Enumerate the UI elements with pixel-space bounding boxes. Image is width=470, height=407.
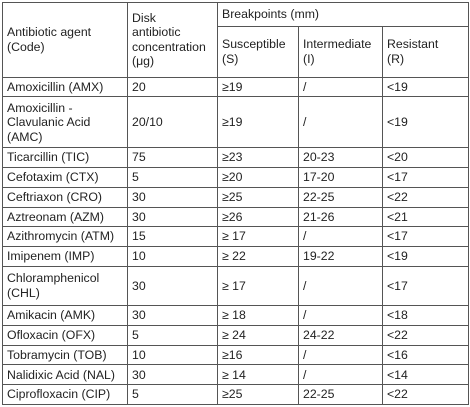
- cell-susceptible: ≥ 17: [217, 226, 299, 247]
- cell-resistant: <18: [382, 305, 469, 326]
- cell-intermediate: /: [298, 364, 383, 386]
- cell-agent: Ticarcillin (TIC): [2, 147, 128, 169]
- header-antibiotic-agent: Antibiotic agent (Code): [2, 2, 128, 78]
- cell-disk: 30: [127, 364, 218, 386]
- table-row: Ciprofloxacin (CIP) 5 ≥25 22-25 <22: [2, 384, 469, 405]
- cell-susceptible: ≥26: [217, 206, 299, 228]
- cell-resistant: <14: [382, 364, 469, 386]
- cell-disk: 30: [127, 265, 218, 307]
- cell-disk: 10: [127, 344, 218, 366]
- cell-disk: 15: [127, 226, 218, 247]
- table-row: Amoxicillin - Clavulanic Acid (AMC) 20/1…: [2, 96, 469, 149]
- table-row: Cefotaxim (CTX) 5 ≥20 17-20 <17: [2, 167, 469, 188]
- header-susceptible: Susceptible (S): [217, 26, 299, 78]
- cell-intermediate: /: [298, 344, 383, 366]
- cell-resistant: <22: [382, 384, 469, 405]
- table-row: Nalidixic Acid (NAL) 30 ≥ 14 / <14: [2, 364, 469, 386]
- header-intermediate: Intermediate (I): [298, 26, 383, 78]
- cell-resistant: <22: [382, 324, 469, 346]
- cell-susceptible: ≥ 24: [217, 324, 299, 346]
- header-breakpoints: Breakpoints (mm): [217, 1, 469, 28]
- cell-susceptible: ≥ 17: [217, 265, 299, 307]
- cell-intermediate: 21-26: [298, 206, 383, 228]
- cell-agent: Amoxicillin (AMX): [2, 76, 128, 98]
- cell-agent: Chloramphenicol (CHL): [2, 265, 128, 307]
- cell-agent: Amikacin (AMK): [2, 305, 128, 326]
- cell-resistant: <19: [382, 76, 469, 98]
- table-row: Amikacin (AMK) 30 ≥ 18 / <18: [2, 305, 469, 326]
- cell-resistant: <17: [382, 226, 469, 247]
- table-row: Ceftriaxon (CRO) 30 ≥25 22-25 <22: [2, 186, 469, 208]
- cell-agent: Aztreonam (AZM): [2, 206, 128, 228]
- cell-resistant: <19: [382, 245, 469, 267]
- cell-susceptible: ≥ 14: [217, 364, 299, 386]
- table-row: Amoxicillin (AMX) 20 ≥19 / <19: [2, 76, 469, 98]
- cell-disk: 30: [127, 206, 218, 228]
- cell-disk: 10: [127, 245, 218, 267]
- cell-disk: 20/10: [127, 96, 218, 149]
- cell-disk: 5: [127, 384, 218, 405]
- cell-disk: 20: [127, 76, 218, 98]
- table-row: Imipenem (IMP) 10 ≥ 22 19-22 <19: [2, 245, 469, 267]
- cell-resistant: <16: [382, 344, 469, 366]
- table-row: Chloramphenicol (CHL) 30 ≥ 17 / <17: [2, 265, 469, 307]
- cell-susceptible: ≥16: [217, 344, 299, 366]
- header-row-1: Antibiotic agent (Code) Disk antibiotic …: [2, 1, 469, 78]
- cell-disk: 75: [127, 147, 218, 169]
- cell-agent: Ofloxacin (OFX): [2, 324, 128, 346]
- cell-agent: Amoxicillin - Clavulanic Acid (AMC): [2, 96, 128, 149]
- cell-susceptible: ≥23: [217, 147, 299, 169]
- cell-disk: 30: [127, 305, 218, 326]
- cell-intermediate: 22-25: [298, 384, 383, 405]
- cell-susceptible: ≥25: [217, 384, 299, 405]
- table-row: Tobramycin (TOB) 10 ≥16 / <16: [2, 344, 469, 366]
- header-row-2: Susceptible (S) Intermediate (I) Resista…: [3, 26, 469, 78]
- header-disk-concentration: Disk antibiotic concentration (μg): [127, 2, 218, 78]
- cell-agent: Azithromycin (ATM): [2, 226, 128, 247]
- cell-susceptible: ≥ 22: [217, 245, 299, 267]
- cell-susceptible: ≥19: [217, 96, 299, 149]
- cell-susceptible: ≥25: [217, 186, 299, 208]
- cell-disk: 30: [127, 186, 218, 208]
- cell-susceptible: ≥20: [217, 167, 299, 188]
- cell-intermediate: /: [298, 305, 383, 326]
- cell-intermediate: 17-20: [298, 167, 383, 188]
- cell-resistant: <20: [382, 147, 469, 169]
- cell-disk: 5: [127, 324, 218, 346]
- table-row: Aztreonam (AZM) 30 ≥26 21-26 <21: [2, 206, 469, 228]
- cell-susceptible: ≥ 18: [217, 305, 299, 326]
- table-row: Azithromycin (ATM) 15 ≥ 17 / <17: [2, 226, 469, 247]
- cell-agent: Nalidixic Acid (NAL): [2, 364, 128, 386]
- cell-intermediate: /: [298, 226, 383, 247]
- cell-intermediate: 19-22: [298, 245, 383, 267]
- cell-agent: Tobramycin (TOB): [2, 344, 128, 366]
- cell-agent: Cefotaxim (CTX): [2, 167, 128, 188]
- cell-resistant: <17: [382, 265, 469, 307]
- cell-resistant: <21: [382, 206, 469, 228]
- header-resistant: Resistant (R): [382, 26, 469, 78]
- table-row: Ofloxacin (OFX) 5 ≥ 24 24-22 <22: [2, 324, 469, 346]
- cell-resistant: <22: [382, 186, 469, 208]
- cell-intermediate: /: [298, 76, 383, 98]
- cell-agent: Ciprofloxacin (CIP): [2, 384, 128, 405]
- cell-disk: 5: [127, 167, 218, 188]
- cell-agent: Ceftriaxon (CRO): [2, 186, 128, 208]
- cell-resistant: <17: [382, 167, 469, 188]
- cell-resistant: <19: [382, 96, 469, 149]
- table-row: Ticarcillin (TIC) 75 ≥23 20-23 <20: [2, 147, 469, 169]
- cell-intermediate: /: [298, 265, 383, 307]
- cell-intermediate: 22-25: [298, 186, 383, 208]
- cell-intermediate: 20-23: [298, 147, 383, 169]
- cell-intermediate: /: [298, 96, 383, 149]
- cell-intermediate: 24-22: [298, 324, 383, 346]
- cell-susceptible: ≥19: [217, 76, 299, 98]
- cell-agent: Imipenem (IMP): [2, 245, 128, 267]
